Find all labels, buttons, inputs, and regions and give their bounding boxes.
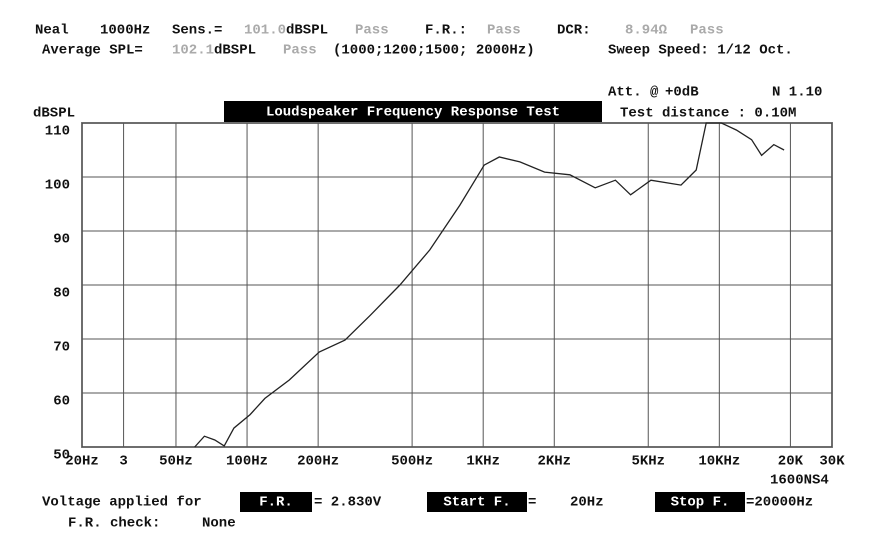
start-value: 20Hz: [570, 495, 604, 511]
dcr-result: Pass: [690, 23, 724, 39]
freq: 1000Hz: [100, 23, 150, 39]
fr-label: F.R.:: [425, 23, 467, 39]
sens-unit: dBSPL: [286, 23, 328, 39]
x-tick-label: 30K: [819, 454, 845, 470]
sens-label: Sens.=: [172, 23, 222, 39]
model-code: 1600NS4: [770, 473, 829, 489]
start-button-text: Start F.: [443, 495, 510, 511]
chart-title: Loudspeaker Frequency Response Test: [266, 105, 560, 121]
response-curve: [194, 122, 785, 448]
x-tick-label: 500Hz: [391, 454, 433, 470]
sens-value: 101.0: [244, 23, 286, 39]
sens-result: Pass: [355, 23, 389, 39]
att-value: +0dB: [665, 85, 699, 101]
x-tick-label: 20Hz: [65, 454, 99, 470]
fr-result: Pass: [487, 23, 521, 39]
dcr-label: DCR:: [557, 23, 591, 39]
x-tick-label: 2KHz: [537, 454, 571, 470]
fr-button: [240, 492, 312, 512]
distance: Test distance : 0.10M: [620, 106, 796, 122]
dcr-value: 8.94Ω: [625, 23, 668, 39]
att-label: Att. @: [608, 85, 659, 101]
stop-value: =20000Hz: [746, 495, 813, 511]
x-tick-label: 50Hz: [159, 454, 193, 470]
x-tick-label: 10KHz: [698, 454, 740, 470]
x-tick-label: 200Hz: [297, 454, 339, 470]
y-tick-label: 50: [53, 448, 70, 464]
avg-label: Average SPL=: [42, 43, 143, 59]
model: Neal: [35, 23, 69, 39]
y-tick-label: 70: [53, 340, 70, 356]
avg-result: Pass: [283, 43, 317, 59]
version: N 1.10: [772, 85, 822, 101]
voltage-value: = 2.830V: [314, 495, 382, 511]
x-tick-label: 3: [119, 454, 127, 470]
y-tick-label: 90: [53, 232, 70, 248]
avg-value: 102.1: [172, 43, 214, 59]
x-tick-label: 5KHz: [631, 454, 665, 470]
fr-button-text: F.R.: [259, 495, 293, 511]
stop-button-text: Stop F.: [671, 495, 730, 511]
x-tick-label: 1KHz: [466, 454, 500, 470]
avg-freqs: (1000;1200;1500; 2000Hz): [333, 43, 535, 59]
y-tick-label: 110: [45, 124, 70, 140]
check-value: None: [202, 516, 236, 532]
start-eq: =: [528, 495, 536, 511]
y-tick-label: 60: [53, 394, 70, 410]
start-button: [427, 492, 527, 512]
x-tick-label: 20K: [778, 454, 804, 470]
stop-button: [655, 492, 745, 512]
check-label: F.R. check:: [68, 516, 160, 532]
voltage-label: Voltage applied for: [42, 495, 202, 511]
y-label: dBSPL: [33, 106, 75, 122]
y-tick-label: 100: [45, 178, 70, 194]
sweep: Sweep Speed: 1/12 Oct.: [608, 43, 793, 59]
y-tick-label: 80: [53, 286, 70, 302]
x-tick-label: 100Hz: [226, 454, 268, 470]
title-box: [224, 101, 602, 122]
avg-unit: dBSPL: [214, 43, 256, 59]
